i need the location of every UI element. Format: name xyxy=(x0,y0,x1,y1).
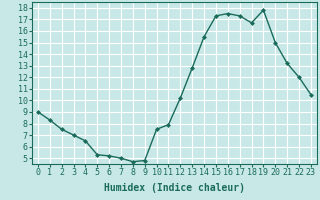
X-axis label: Humidex (Indice chaleur): Humidex (Indice chaleur) xyxy=(104,183,245,193)
